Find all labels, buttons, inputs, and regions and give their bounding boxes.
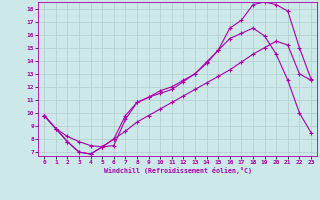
X-axis label: Windchill (Refroidissement éolien,°C): Windchill (Refroidissement éolien,°C) [104, 167, 252, 174]
